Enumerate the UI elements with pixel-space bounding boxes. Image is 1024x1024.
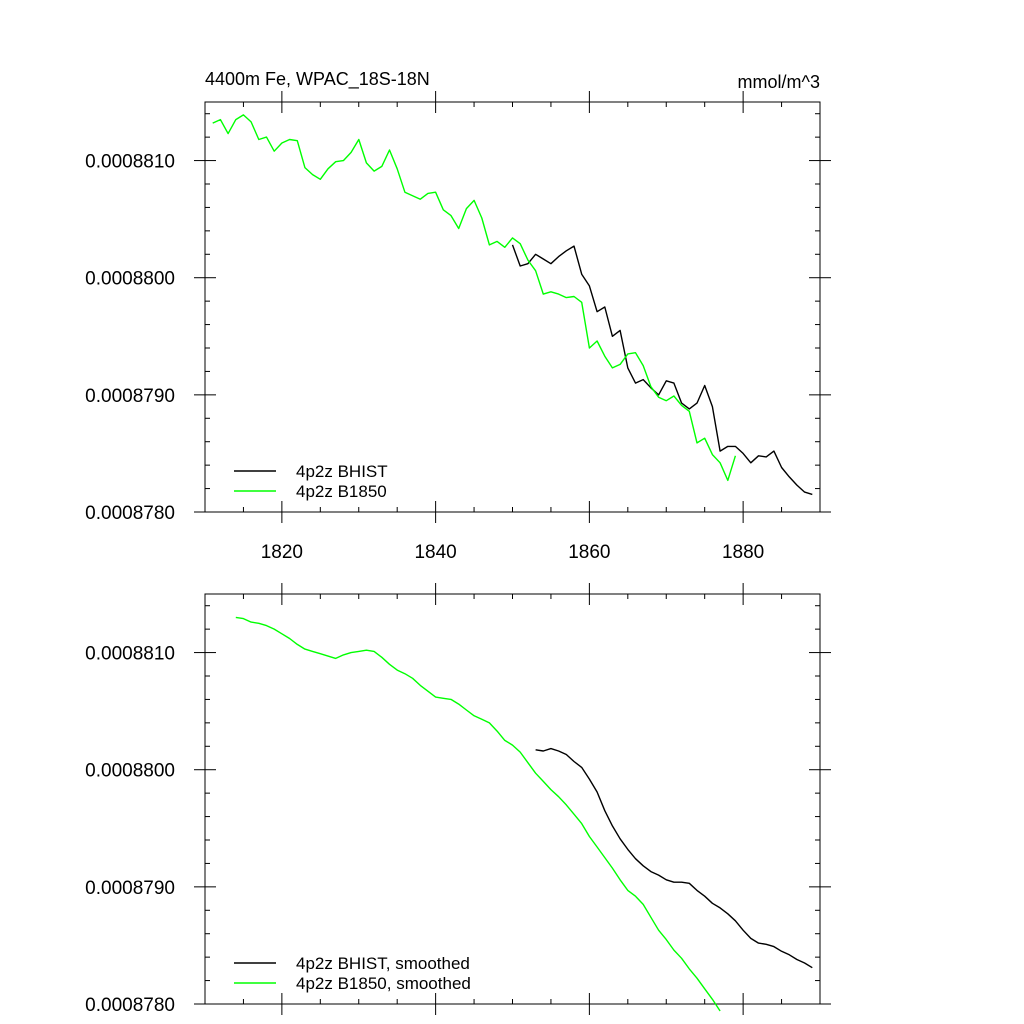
series-line-b1850 xyxy=(235,616,721,1012)
x-tick-label: 1820 xyxy=(261,542,303,563)
y-tick-label: 0.0008810 xyxy=(85,644,175,665)
x-tick-label: 1880 xyxy=(722,542,764,563)
legend-label: 4p2z B1850 xyxy=(296,482,387,501)
bottom-panel: 0.0008780 0.0008790 0.0008800 0.0008810 4p2z… xyxy=(85,583,831,1016)
legend-label: 4p2z B1850, smoothed xyxy=(296,974,471,993)
x-tick-label: 1840 xyxy=(414,542,456,563)
y-tick-label: 0.0008780 xyxy=(85,503,175,524)
legend-label: 4p2z BHIST, smoothed xyxy=(296,954,470,973)
top-panel: 0.0008780 0.0008790 0.0008800 0.0008810 1820… xyxy=(85,69,831,563)
series-line-bhist xyxy=(511,244,813,496)
y-tick-label: 0.0008800 xyxy=(85,269,175,290)
chart-title: 4400m Fe, WPAC_18S-18N xyxy=(205,69,430,90)
y-tick-label: 0.0008790 xyxy=(85,878,175,899)
series-line-b1850 xyxy=(212,114,737,482)
y-tick-label: 0.0008790 xyxy=(85,386,175,407)
series-line-bhist xyxy=(535,747,813,969)
units-label: mmol/m^3 xyxy=(738,72,820,92)
legend-label: 4p2z BHIST xyxy=(296,462,388,481)
y-tick-label: 0.0008800 xyxy=(85,761,175,782)
y-tick-label: 0.0008780 xyxy=(85,995,175,1016)
y-tick-label: 0.0008810 xyxy=(85,152,175,173)
x-tick-label: 1860 xyxy=(568,542,610,563)
